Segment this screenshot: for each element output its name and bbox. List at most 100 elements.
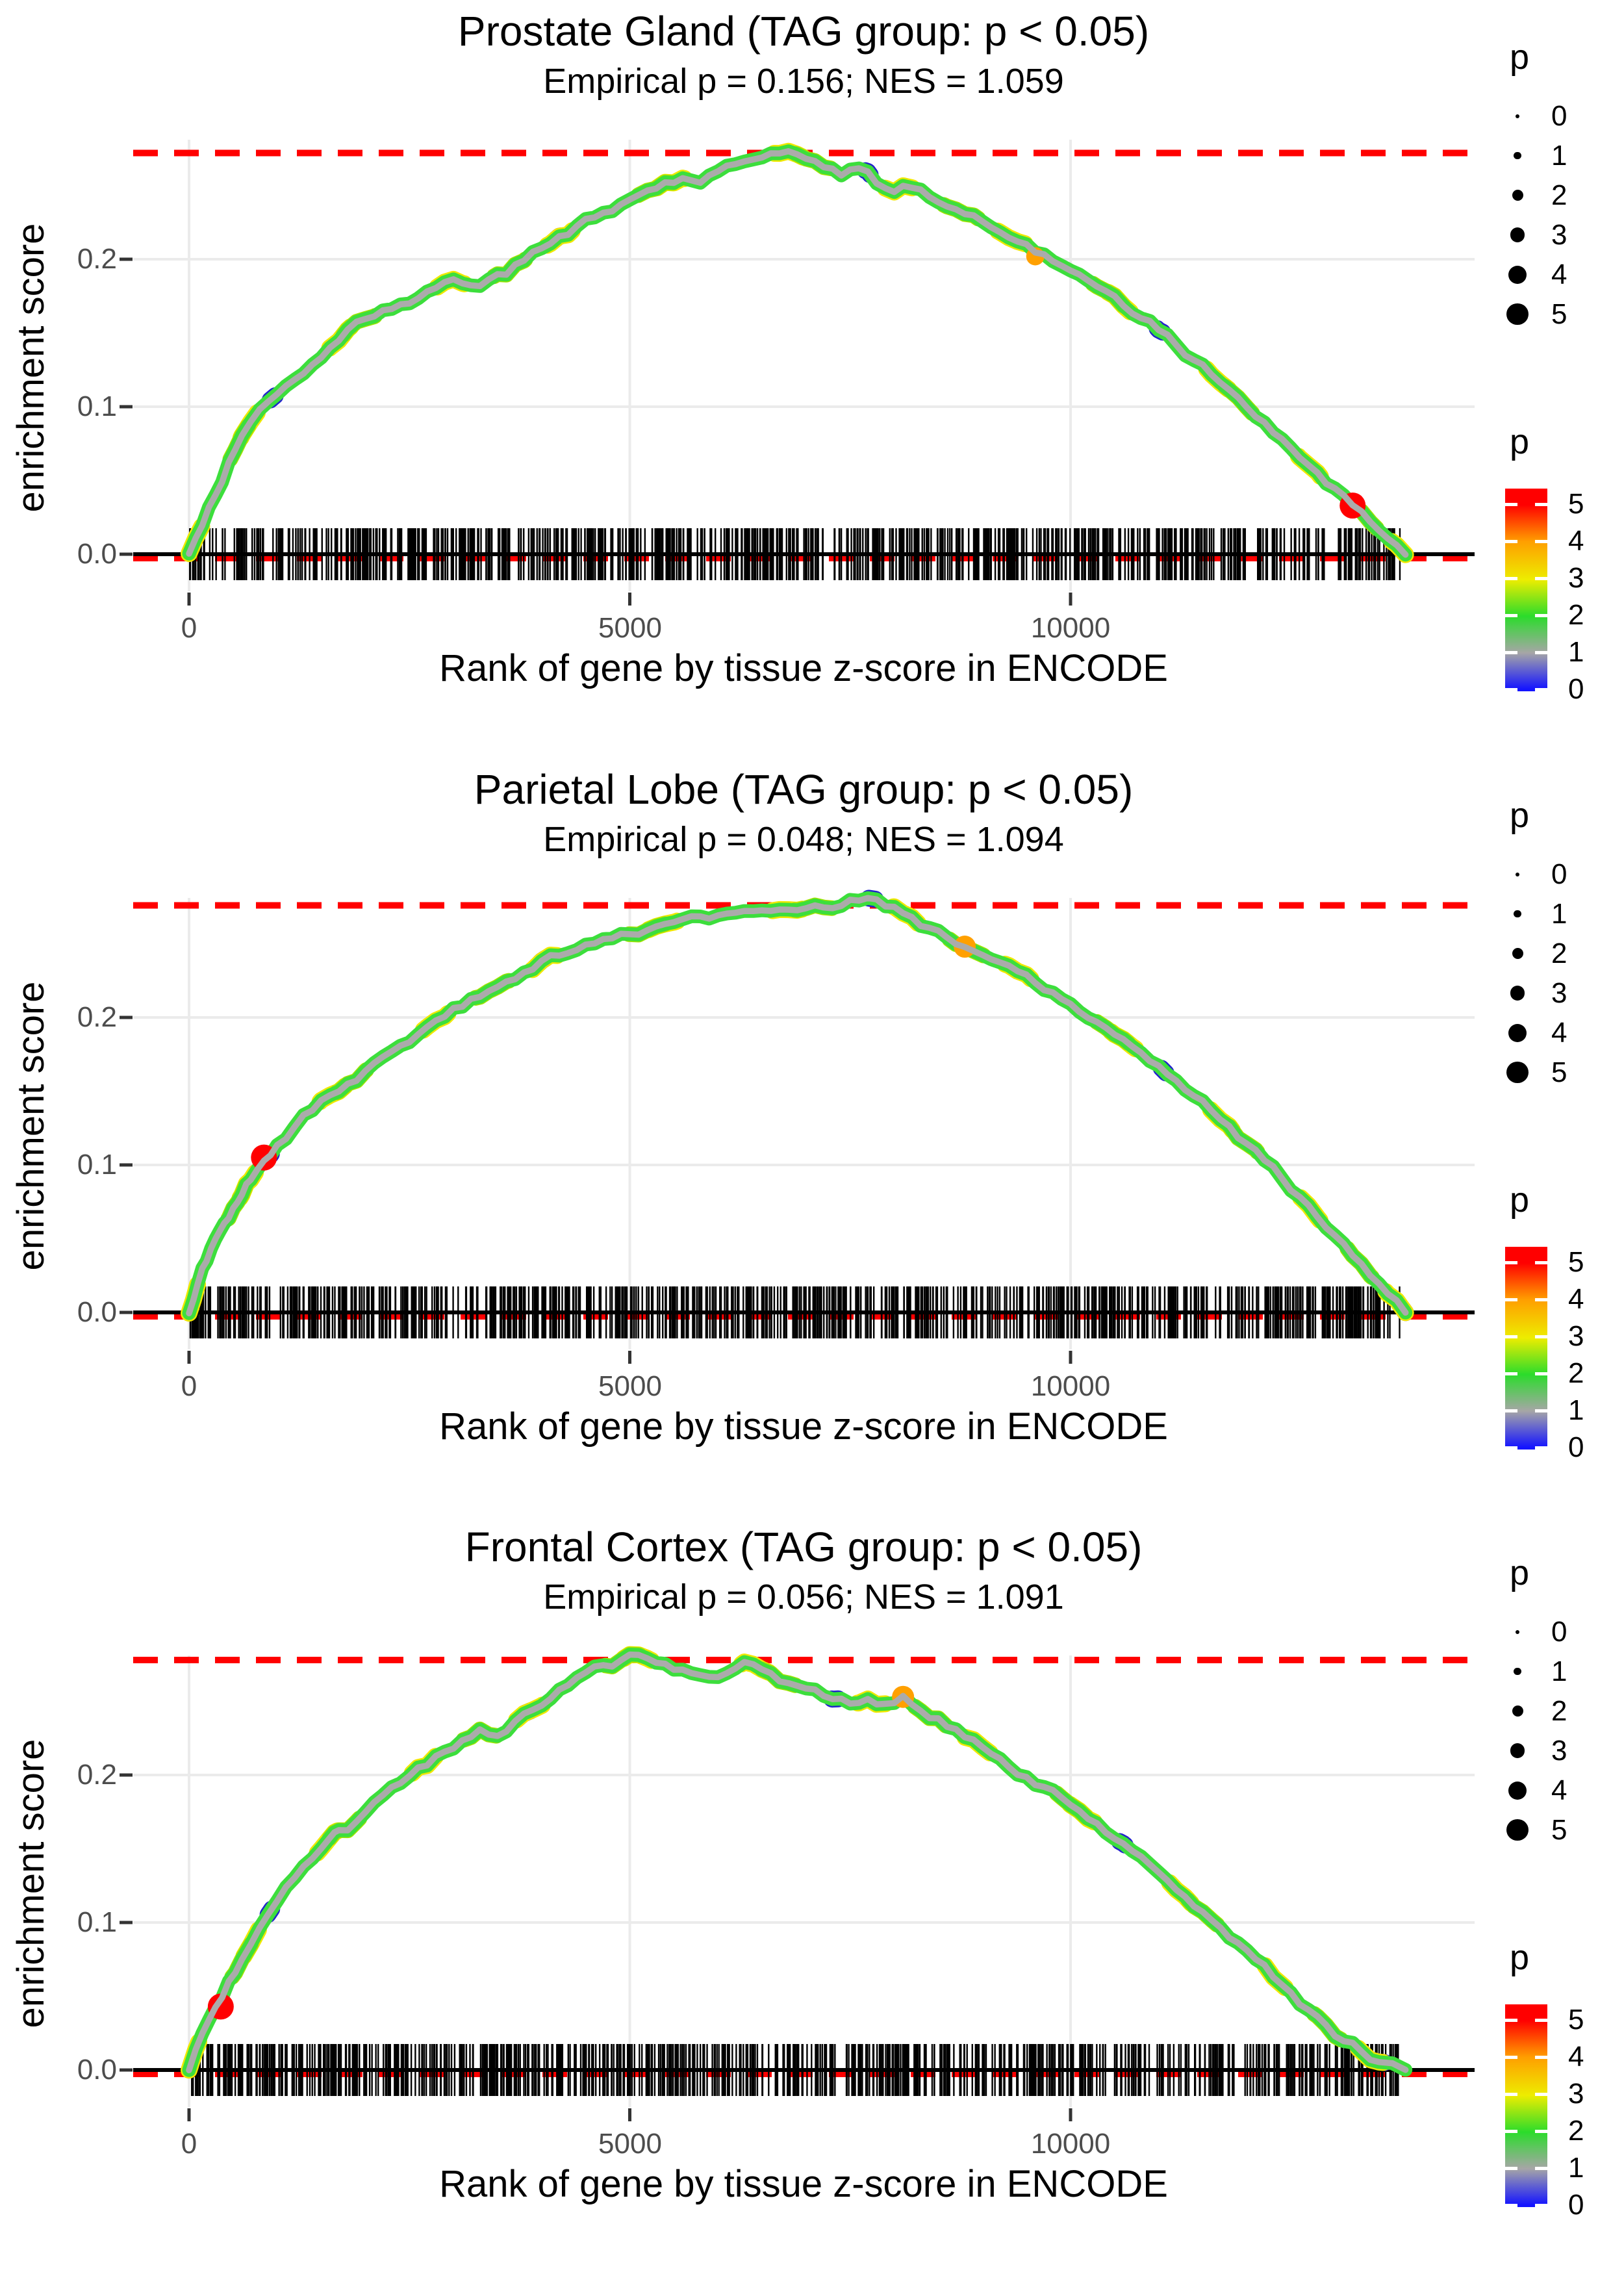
x-tick-label-10000: 10000 bbox=[1030, 612, 1111, 644]
x-tick-label-5000: 5000 bbox=[598, 2128, 662, 2160]
legend-size-label: 5 bbox=[1551, 1813, 1567, 1846]
colorbar-tick bbox=[1505, 651, 1517, 654]
curve-core-line bbox=[186, 148, 1409, 558]
legend-dot-cell bbox=[1499, 227, 1536, 242]
colorbar-tick bbox=[1505, 1372, 1517, 1375]
size-legend-item: 5 bbox=[1499, 294, 1624, 334]
colorbar-label: 3 bbox=[1568, 562, 1584, 594]
colorbar-tick bbox=[1505, 2167, 1517, 2170]
panel-title: Parietal Lobe (TAG group: p < 0.05) bbox=[474, 766, 1134, 813]
colorbar-label: 0 bbox=[1568, 673, 1584, 705]
size-legend-items: 0 1 2 3 4 5 bbox=[1499, 854, 1624, 1092]
color-gradient-bar bbox=[1505, 1247, 1547, 1450]
legend-size-label: 4 bbox=[1551, 1774, 1567, 1806]
y-tick-label-0.2: 0.2 bbox=[77, 243, 117, 275]
size-legend-item: 2 bbox=[1499, 175, 1624, 215]
size-legend-item: 0 bbox=[1499, 854, 1624, 894]
legend-size-dot-icon bbox=[1516, 114, 1519, 118]
color-gradient-bar bbox=[1505, 2004, 1547, 2207]
colorbar-label: 2 bbox=[1568, 1357, 1584, 1389]
colorbar-label: 3 bbox=[1568, 1320, 1584, 1352]
size-legend-items: 0 1 2 3 4 5 bbox=[1499, 96, 1624, 334]
legend-dot-cell bbox=[1499, 265, 1536, 284]
curve-p2-dots bbox=[181, 890, 1414, 1322]
colorbar-tick bbox=[1505, 2204, 1517, 2207]
y-axis-title: enrichment score bbox=[10, 981, 52, 1271]
size-legend-item: 1 bbox=[1499, 1652, 1624, 1691]
colorbar-tick bbox=[1505, 577, 1517, 580]
legend-dot-cell bbox=[1499, 1061, 1536, 1084]
colorbar-tick bbox=[1505, 503, 1517, 506]
x-tick-label-5000: 5000 bbox=[598, 612, 662, 644]
curve-p0-dots bbox=[181, 142, 1414, 563]
x-tick-label-0: 0 bbox=[181, 1370, 197, 1402]
legend-size-label: 2 bbox=[1551, 1694, 1567, 1727]
legend-dot-cell bbox=[1499, 872, 1536, 876]
curve-p3-dots bbox=[181, 889, 1414, 1322]
color-legend-title: p bbox=[1510, 1938, 1530, 1977]
legend-size-label: 3 bbox=[1551, 977, 1567, 1009]
colorbar-label: 3 bbox=[1568, 2078, 1584, 2110]
panel-title: Frontal Cortex (TAG group: p < 0.05) bbox=[464, 1524, 1143, 1570]
legend-size-label: 4 bbox=[1551, 1016, 1567, 1049]
legend-size-dot-icon bbox=[1506, 303, 1529, 326]
legend-dot-cell bbox=[1499, 1023, 1536, 1042]
y-tick-label-0.1: 0.1 bbox=[77, 1149, 117, 1181]
legend-size-label: 4 bbox=[1551, 258, 1567, 290]
legend-dot-cell bbox=[1499, 948, 1536, 959]
size-legend-item: 1 bbox=[1499, 894, 1624, 934]
legend-dot-cell bbox=[1499, 1743, 1536, 1758]
legend-dot-cell bbox=[1499, 1781, 1536, 1800]
y-tick-label-0.2: 0.2 bbox=[77, 1759, 117, 1791]
legend-dot-cell bbox=[1499, 190, 1536, 201]
color-legend: p 5 4 3 2 1 0 bbox=[1499, 1179, 1624, 1504]
size-legend-item: 4 bbox=[1499, 1013, 1624, 1053]
enrichment-plot bbox=[120, 889, 1475, 1364]
colorbar-tick bbox=[1505, 688, 1517, 691]
panel-subtitle: Empirical p = 0.048; NES = 1.094 bbox=[543, 820, 1064, 859]
colorbar-label: 5 bbox=[1568, 1246, 1584, 1278]
legend-size-dot-icon bbox=[1514, 1667, 1521, 1676]
size-legend-items: 0 1 2 3 4 5 bbox=[1499, 1612, 1624, 1850]
size-legend-item: 3 bbox=[1499, 1731, 1624, 1770]
colorbar-tick bbox=[1535, 2093, 1547, 2096]
colorbar-label: 1 bbox=[1568, 2152, 1584, 2184]
legend-size-label: 0 bbox=[1551, 1615, 1567, 1648]
colorbar-label: 4 bbox=[1568, 525, 1584, 557]
x-axis-title: Rank of gene by tissue z-score in ENCODE bbox=[439, 2163, 1168, 2205]
legend-dot-cell bbox=[1499, 1667, 1536, 1676]
colorbar-tick bbox=[1535, 688, 1547, 691]
x-tick-label-5000: 5000 bbox=[598, 1370, 662, 1402]
colorbar-label: 1 bbox=[1568, 1394, 1584, 1426]
color-legend: p 5 4 3 2 1 0 bbox=[1499, 1937, 1624, 2262]
y-tick-label-0.2: 0.2 bbox=[77, 1001, 117, 1033]
curve-p2-dots bbox=[181, 143, 1414, 563]
y-tick-label-0.1: 0.1 bbox=[77, 390, 117, 422]
legend-size-label: 1 bbox=[1551, 139, 1567, 172]
colorbar-label: 4 bbox=[1568, 2041, 1584, 2073]
legend-size-dot-icon bbox=[1508, 1023, 1527, 1042]
legend-dot-cell bbox=[1499, 1819, 1536, 1841]
size-legend-item: 3 bbox=[1499, 973, 1624, 1013]
legend-size-label: 1 bbox=[1551, 897, 1567, 930]
curve-p2-dots bbox=[181, 1646, 1414, 2078]
colorbar-label: 4 bbox=[1568, 1283, 1584, 1315]
size-legend-item: 4 bbox=[1499, 255, 1624, 294]
y-axis-title: enrichment score bbox=[10, 1739, 52, 2028]
colorbar-tick bbox=[1535, 1261, 1547, 1264]
size-legend-item: 3 bbox=[1499, 215, 1624, 255]
legend-size-dot-icon bbox=[1512, 948, 1523, 959]
legend-dot-cell bbox=[1499, 303, 1536, 326]
legend-size-dot-icon bbox=[1506, 1819, 1529, 1841]
legend-dot-cell bbox=[1499, 1706, 1536, 1717]
y-tick-label-0.0: 0.0 bbox=[77, 1296, 117, 1328]
legend-size-label: 0 bbox=[1551, 858, 1567, 890]
color-legend-title: p bbox=[1510, 422, 1530, 461]
legend-dot-cell bbox=[1499, 986, 1536, 1001]
size-legend-item: 2 bbox=[1499, 934, 1624, 973]
legend-size-dot-icon bbox=[1508, 1781, 1527, 1800]
size-legend-title: p bbox=[1510, 38, 1530, 77]
colorbar-tick bbox=[1535, 1409, 1547, 1412]
legend-size-dot-icon bbox=[1512, 190, 1523, 201]
